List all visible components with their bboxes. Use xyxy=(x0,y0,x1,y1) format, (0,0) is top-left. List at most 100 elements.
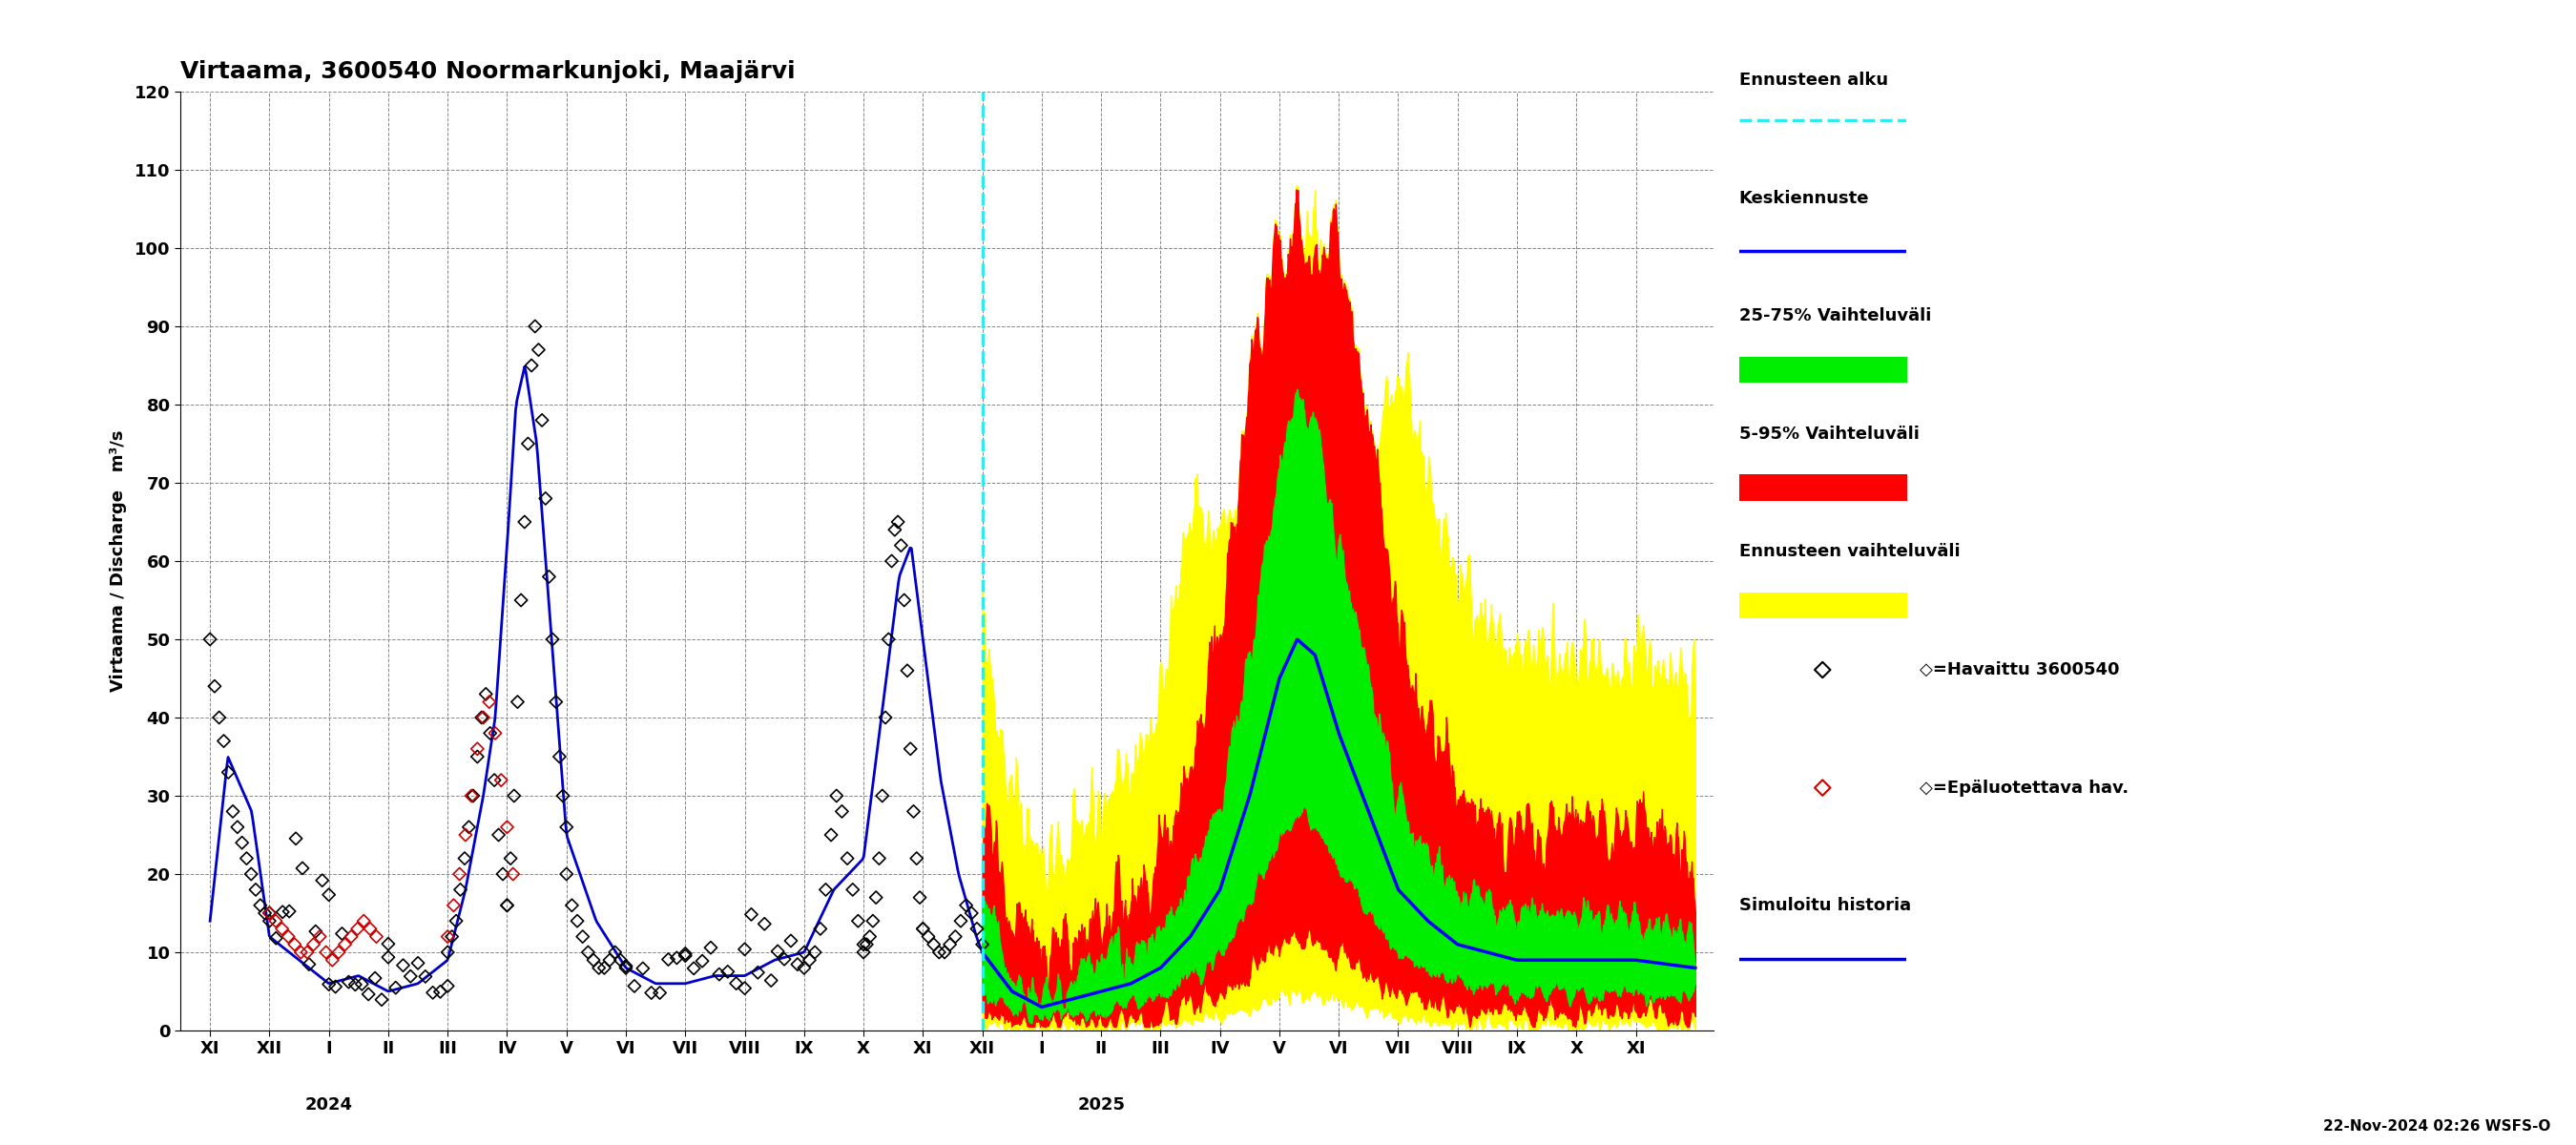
Point xyxy=(234,881,276,899)
Point xyxy=(335,976,376,994)
Point xyxy=(567,943,608,962)
Text: ◇=Epäluotettava hav.: ◇=Epäluotettava hav. xyxy=(1919,779,2128,796)
Point xyxy=(837,911,878,930)
Point xyxy=(605,957,647,976)
Point xyxy=(817,787,858,805)
Point xyxy=(433,897,474,915)
Text: 2024: 2024 xyxy=(304,1096,353,1113)
Point xyxy=(665,947,706,965)
Point xyxy=(647,950,688,969)
Point xyxy=(961,935,1002,954)
Point xyxy=(1803,661,1844,679)
Point xyxy=(453,787,495,805)
Point xyxy=(842,935,884,954)
Point xyxy=(871,552,912,570)
Text: 2025: 2025 xyxy=(1077,1096,1126,1113)
Point xyxy=(546,818,587,836)
Point xyxy=(853,911,894,930)
Point xyxy=(750,971,791,989)
Point xyxy=(301,871,343,890)
Point xyxy=(227,850,268,868)
Point xyxy=(793,943,835,962)
Point xyxy=(850,927,891,946)
Point xyxy=(289,955,330,973)
Point xyxy=(474,724,515,742)
Point xyxy=(783,958,824,977)
Point xyxy=(440,881,482,899)
Point xyxy=(902,919,943,938)
Point xyxy=(945,897,987,915)
Point xyxy=(368,934,410,953)
Text: Virtaama, 3600540 Noormarkunjoki, Maajärvi: Virtaama, 3600540 Noormarkunjoki, Maajär… xyxy=(180,61,796,84)
Point xyxy=(698,965,739,984)
Point xyxy=(204,732,245,750)
Point xyxy=(894,803,935,821)
Point xyxy=(783,943,824,962)
Point xyxy=(325,935,366,954)
Point xyxy=(211,803,252,821)
Text: 22-Nov-2024 02:26 WSFS-O: 22-Nov-2024 02:26 WSFS-O xyxy=(2324,1120,2550,1134)
Point xyxy=(479,826,520,844)
Point xyxy=(482,771,523,789)
Text: Ennusteen alku: Ennusteen alku xyxy=(1739,71,1888,88)
Point xyxy=(309,976,350,994)
Point xyxy=(255,911,296,930)
Point xyxy=(902,919,943,938)
Text: 5-95% Vaihteluväli: 5-95% Vaihteluväli xyxy=(1739,425,1919,442)
Point xyxy=(461,709,502,727)
Point xyxy=(935,927,976,946)
Point xyxy=(273,935,314,954)
Point xyxy=(340,974,381,993)
Point xyxy=(788,950,829,969)
Point xyxy=(860,787,902,805)
Point xyxy=(770,932,811,950)
Point xyxy=(314,978,355,996)
Point xyxy=(497,693,538,711)
Point xyxy=(209,764,250,782)
Point xyxy=(250,903,291,922)
Text: 25-75% Vaihteluväli: 25-75% Vaihteluväli xyxy=(1739,307,1932,324)
Point xyxy=(778,955,819,973)
Point xyxy=(925,943,966,962)
Point xyxy=(724,979,765,997)
Point xyxy=(590,950,631,969)
Point xyxy=(683,951,724,970)
Text: ◇=Havaittu 3600540: ◇=Havaittu 3600540 xyxy=(1919,661,2120,678)
Point xyxy=(412,984,453,1002)
Point xyxy=(250,905,291,923)
Point xyxy=(585,958,626,977)
Point xyxy=(268,927,309,946)
Point xyxy=(438,864,479,883)
Point xyxy=(348,985,389,1003)
Point xyxy=(716,974,757,993)
Point xyxy=(732,906,773,924)
Point xyxy=(544,787,585,805)
Point xyxy=(672,960,714,978)
Point xyxy=(299,927,340,946)
Point xyxy=(489,850,531,868)
Point xyxy=(886,662,927,680)
Point xyxy=(538,748,580,766)
Point xyxy=(1803,779,1844,797)
Point xyxy=(866,709,907,727)
Point xyxy=(482,864,523,883)
Point xyxy=(350,919,392,938)
Point xyxy=(198,709,240,727)
Point xyxy=(255,929,296,947)
Point xyxy=(487,897,528,915)
Point xyxy=(822,803,863,821)
Point xyxy=(551,897,592,915)
Point xyxy=(276,829,317,847)
Point xyxy=(355,927,397,946)
Point xyxy=(222,834,263,852)
Point xyxy=(487,818,528,836)
Point xyxy=(757,942,799,961)
Point xyxy=(456,740,497,758)
Point xyxy=(495,787,536,805)
Point xyxy=(562,927,603,946)
Point xyxy=(327,973,368,992)
Text: Simuloitu historia: Simuloitu historia xyxy=(1739,897,1911,914)
Point xyxy=(536,693,577,711)
Point xyxy=(526,489,567,507)
Point xyxy=(469,693,510,711)
